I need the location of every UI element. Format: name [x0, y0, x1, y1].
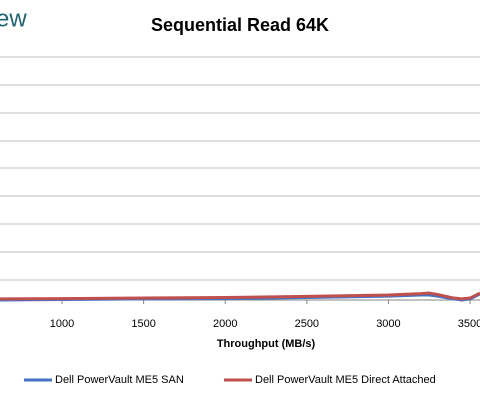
legend-label: Dell PowerVault ME5 SAN: [55, 374, 184, 386]
series-line: [0, 291, 480, 301]
logo: ew: [0, 5, 27, 32]
x-tick-label: 2000: [213, 318, 237, 330]
x-tick-label: 2500: [295, 318, 319, 330]
x-tick-label: 3500: [458, 318, 480, 330]
x-tick-label: 1500: [131, 318, 155, 330]
x-axis-label: Throughput (MB/s): [217, 338, 316, 350]
x-tick-label: 1000: [50, 318, 74, 330]
grid: [0, 56, 480, 281]
legend-label: Dell PowerVault ME5 Direct Attached: [255, 374, 436, 386]
chart-title: Sequential Read 64K: [151, 15, 329, 35]
x-tick-label: 3000: [376, 318, 400, 330]
